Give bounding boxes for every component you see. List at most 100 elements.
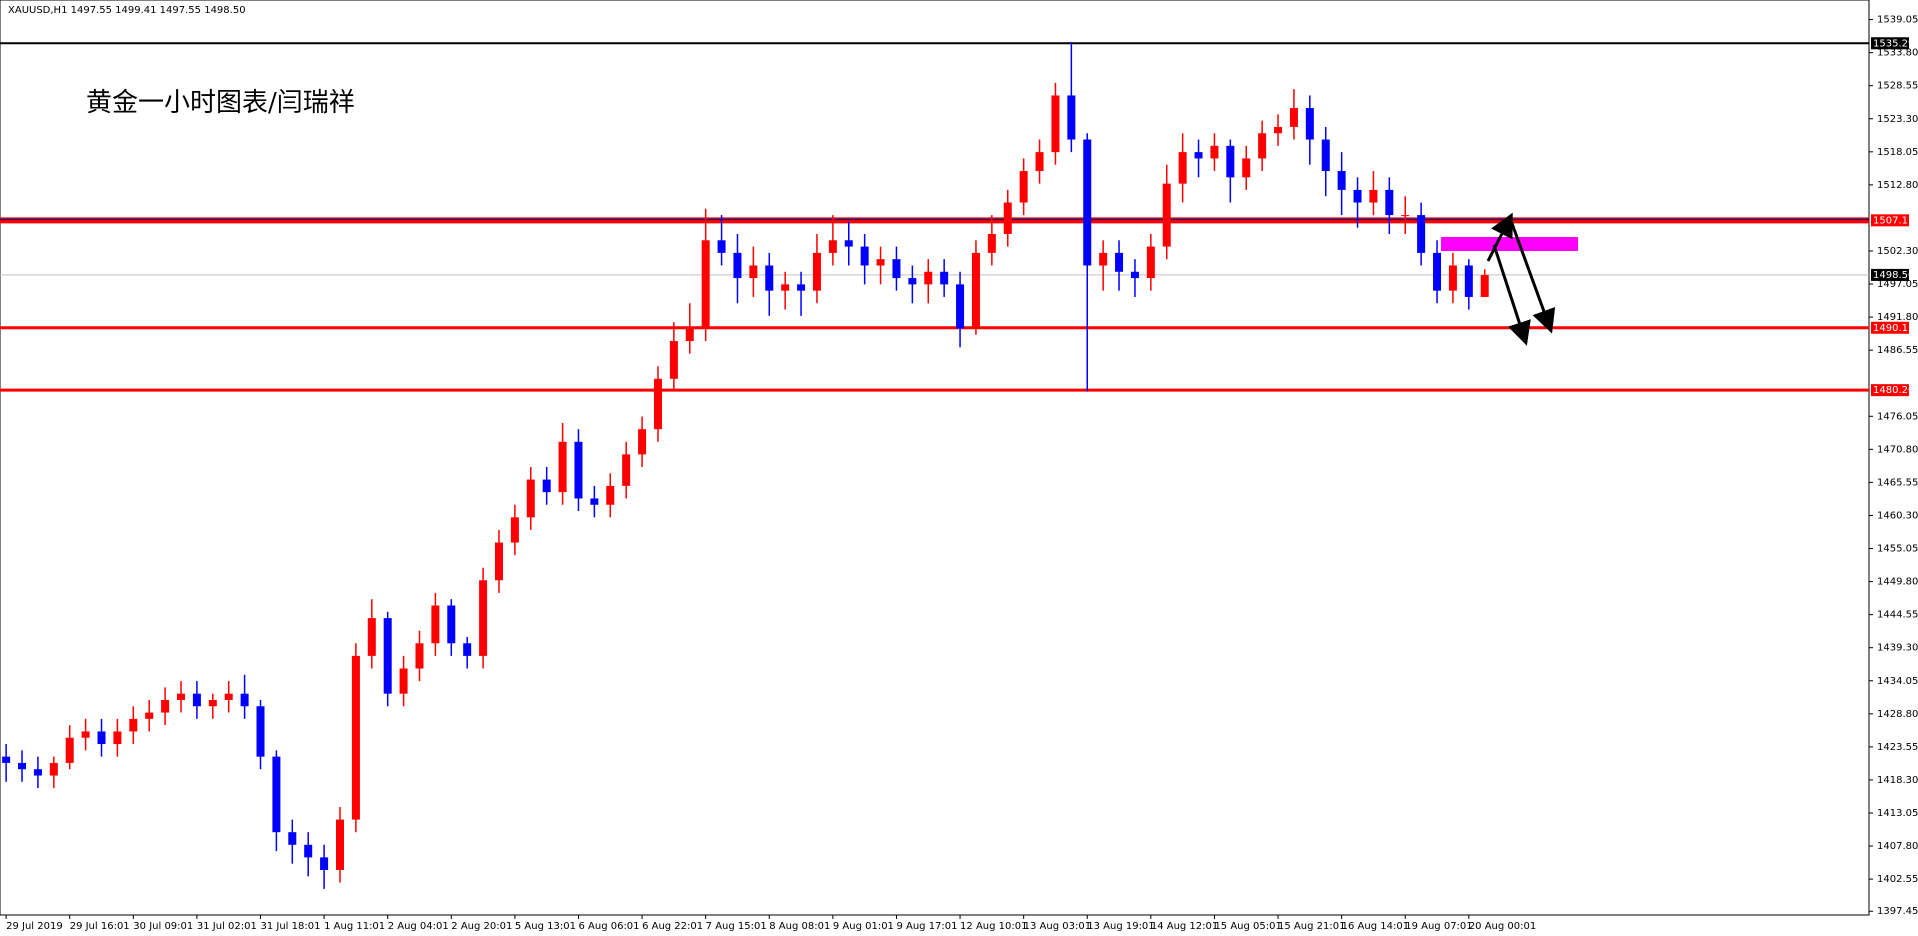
candle-body [542, 479, 551, 493]
x-tick-label: 2 Aug 20:01 [451, 921, 512, 932]
candle-body [1464, 265, 1473, 297]
y-tick-label: 1402.55 [1877, 874, 1918, 885]
y-tick-label: 1465.55 [1877, 477, 1918, 488]
candle-body [304, 844, 313, 858]
candle-body [653, 378, 662, 430]
candle-body [320, 857, 329, 870]
candle-body [717, 240, 726, 253]
candle-body [1115, 252, 1124, 272]
x-tick-label: 5 Aug 13:01 [515, 921, 576, 932]
candle-body [797, 284, 806, 291]
candle-body [2, 756, 11, 763]
level-label-bg [1871, 37, 1909, 50]
level-label: 1490.11 [1873, 323, 1914, 334]
x-tick-label: 13 Aug 19:01 [1087, 921, 1154, 932]
y-tick-label: 1518.05 [1877, 147, 1918, 158]
y-tick-label: 1539.05 [1877, 15, 1918, 26]
candle-body [590, 498, 599, 505]
y-tick-label: 1491.80 [1877, 312, 1918, 323]
y-tick-label: 1523.30 [1877, 114, 1918, 125]
y-tick-label: 1470.80 [1877, 444, 1918, 455]
candle-body [1051, 95, 1060, 153]
candle-body [494, 542, 503, 581]
candle-body [1385, 189, 1394, 216]
candle-body [685, 328, 694, 342]
candle-body [1162, 183, 1171, 247]
candle-body [1289, 108, 1298, 127]
y-tick-label: 1439.30 [1877, 643, 1918, 654]
x-tick-label: 31 Jul 18:01 [260, 921, 320, 932]
y-tick-label: 1397.45 [1877, 906, 1918, 917]
candle-body [1448, 265, 1457, 291]
candle-body [940, 271, 949, 285]
x-tick-label: 12 Aug 10:01 [960, 921, 1027, 932]
candle-body [65, 737, 74, 763]
y-tick-label: 1407.80 [1877, 841, 1918, 852]
candle-body [49, 762, 58, 776]
candle-body [81, 731, 90, 738]
candle-body [1417, 215, 1426, 253]
y-tick-label: 1497.05 [1877, 279, 1918, 290]
candle-body [1146, 246, 1155, 279]
candle-body [701, 240, 710, 329]
y-tick-label: 1533.80 [1877, 48, 1918, 59]
candle-body [558, 441, 567, 493]
candle-body [1067, 95, 1076, 140]
y-tick-label: 1502.30 [1877, 246, 1918, 257]
candle-body [828, 240, 837, 253]
candle-body [812, 252, 821, 291]
candle-body [18, 762, 27, 770]
candle-body [1083, 139, 1092, 266]
level-label: 1535.29 [1873, 38, 1914, 49]
y-tick-label: 1444.55 [1877, 610, 1918, 621]
candle-body [1178, 152, 1187, 184]
candle-body [177, 693, 186, 700]
x-tick-label: 31 Jul 02:01 [197, 921, 257, 932]
candle-body [876, 259, 885, 266]
level-label-bg [1871, 321, 1909, 334]
candle-body [1401, 215, 1410, 217]
y-tick-label: 1528.55 [1877, 81, 1918, 92]
candle-body [1099, 252, 1108, 266]
chart-title: 黄金一小时图表/闫瑞祥 [86, 88, 355, 118]
candle-body [335, 819, 344, 870]
target-zone [1441, 237, 1578, 251]
candle-body [113, 731, 122, 745]
candle-body [33, 769, 42, 776]
level-label: 1507.17 [1873, 215, 1914, 226]
candle-body [367, 618, 376, 656]
candle-body [399, 668, 408, 694]
candle-body [510, 517, 519, 543]
y-tick-label: 1455.05 [1877, 544, 1918, 555]
candle-body [192, 693, 201, 707]
level-label-bg [1871, 384, 1909, 397]
level-label-bg [1871, 268, 1909, 281]
candle-body [415, 643, 424, 669]
candle-body [431, 605, 440, 644]
y-tick-label: 1486.55 [1877, 345, 1918, 356]
candle-body [987, 233, 996, 253]
candle-body [479, 580, 488, 656]
candle-body [272, 756, 281, 833]
candle-body [145, 712, 154, 719]
candle-body [606, 485, 615, 505]
candle-body [1305, 108, 1314, 140]
y-tick-label: 1476.05 [1877, 411, 1918, 422]
header: XAUUSD,H1 1497.55 1499.41 1497.55 1498.5… [8, 5, 246, 16]
x-tick-label: 29 Jul 2019 [6, 921, 63, 932]
candle-body [1194, 152, 1203, 159]
candle-body [1003, 202, 1012, 234]
level-label-bg [1871, 214, 1909, 227]
y-tick-label: 1460.30 [1877, 510, 1918, 521]
candle-body [447, 605, 456, 644]
candle-body [526, 479, 535, 518]
candle-body [574, 441, 583, 499]
x-tick-label: 9 Aug 01:01 [833, 921, 894, 932]
x-tick-label: 2 Aug 04:01 [388, 921, 449, 932]
candle-body [129, 718, 138, 732]
candle-body [240, 693, 249, 707]
y-tick-label: 1423.55 [1877, 742, 1918, 753]
x-tick-label: 20 Aug 00:01 [1469, 921, 1536, 932]
